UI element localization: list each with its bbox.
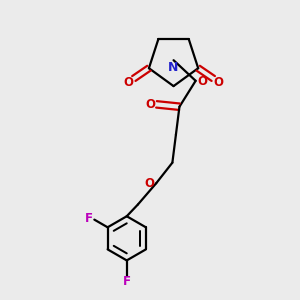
Text: O: O <box>145 177 155 190</box>
Text: F: F <box>123 275 131 288</box>
Text: O: O <box>197 75 207 88</box>
Text: F: F <box>85 212 93 225</box>
Text: O: O <box>214 76 224 89</box>
Text: N: N <box>168 61 179 74</box>
Text: O: O <box>124 76 134 89</box>
Text: O: O <box>145 98 155 111</box>
